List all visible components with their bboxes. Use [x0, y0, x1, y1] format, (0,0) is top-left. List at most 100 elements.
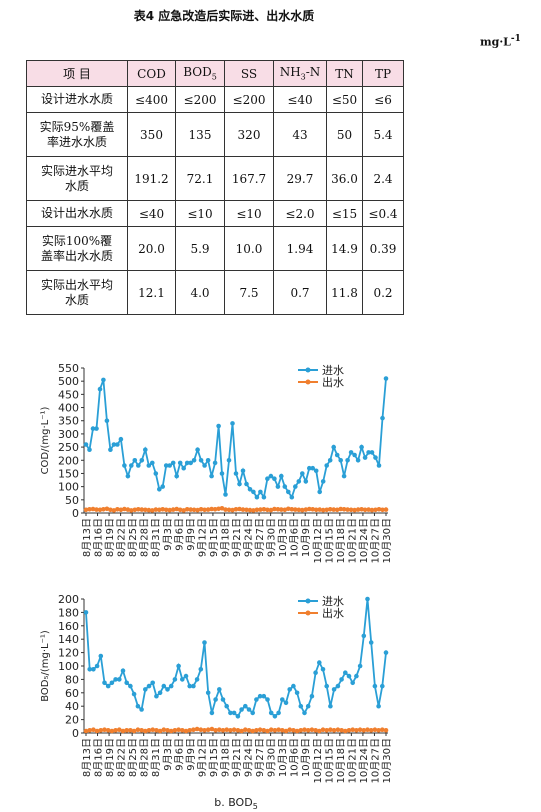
data-point: [183, 728, 189, 734]
data-point: [354, 728, 359, 733]
data-point: [265, 476, 270, 481]
data-point: [223, 492, 228, 497]
data-point: [118, 507, 124, 513]
x-tick-label: 10月3日: [277, 518, 289, 557]
data-point: [324, 463, 330, 468]
data-point: [324, 728, 330, 733]
y-tick-label: 400: [58, 402, 79, 415]
data-point: [257, 693, 263, 699]
unit-exponent: -1: [510, 34, 521, 44]
data-point: [293, 507, 298, 512]
data-point: [157, 690, 163, 696]
data-point: [129, 508, 134, 513]
data-point: [237, 481, 242, 487]
data-point: [317, 660, 322, 665]
x-tick-label: 10月3日: [277, 738, 289, 777]
data-point: [176, 663, 181, 669]
data-point: [177, 507, 183, 513]
cell-ss: ≤10: [224, 200, 274, 227]
data-point: [362, 507, 368, 513]
data-point: [251, 489, 256, 495]
data-point: [161, 727, 167, 732]
data-point: [355, 507, 361, 512]
data-point: [373, 455, 378, 460]
data-point: [261, 494, 267, 500]
data-point: [170, 507, 176, 512]
x-tick-label: 9月12日: [196, 518, 208, 557]
data-point: [94, 663, 100, 669]
data-point: [98, 653, 104, 659]
y-tick-label: 200: [58, 454, 79, 467]
x-tick-label: 9月30日: [266, 518, 278, 557]
data-point: [146, 728, 152, 733]
data-point: [261, 507, 267, 512]
data-point: [303, 507, 309, 512]
data-point: [132, 507, 138, 513]
data-point: [213, 697, 218, 702]
x-tick-label: 9月9日: [185, 518, 197, 551]
col-cod: COD: [127, 60, 176, 87]
data-point: [102, 727, 107, 732]
data-point: [213, 728, 218, 733]
table-row: 设计进水水质 ≤400 ≤200 ≤200 ≤40 ≤50 ≤6: [26, 86, 404, 113]
data-point: [111, 508, 117, 513]
data-point: [235, 728, 241, 733]
data-point: [317, 728, 322, 734]
data-point: [247, 507, 253, 513]
data-point: [153, 471, 159, 476]
data-point: [320, 727, 326, 732]
x-tick-label: 10月30日: [381, 518, 393, 563]
y-tick-label: 100: [58, 481, 79, 494]
data-point: [383, 376, 389, 381]
row-label: 实际95%覆盖率进水水质: [26, 112, 128, 157]
data-point: [331, 444, 337, 450]
data-point: [348, 450, 354, 455]
y-tick-label: 350: [58, 415, 79, 428]
data-point: [331, 728, 337, 733]
data-point: [376, 728, 381, 733]
data-point: [339, 677, 344, 682]
data-point: [380, 683, 385, 689]
x-tick-label: 10月15日: [323, 738, 335, 783]
data-point: [338, 458, 344, 463]
cell-tn: 36.0: [326, 156, 363, 201]
data-point: [120, 728, 126, 734]
data-point: [217, 687, 222, 692]
data-point: [265, 507, 270, 513]
data-point: [105, 683, 111, 689]
data-point: [212, 460, 218, 466]
data-point: [282, 484, 288, 489]
cell-tp: 2.4: [362, 156, 404, 201]
data-point: [216, 506, 221, 512]
table-caption: 表4 应急改造后实际进、出水水质: [133, 9, 315, 23]
x-tick-label: 8月28日: [139, 738, 151, 777]
row-label: 设计出水水质: [26, 200, 128, 227]
x-tick-label: 10月24日: [358, 518, 370, 563]
x-tick-label: 9月6日: [173, 518, 185, 551]
data-point: [139, 458, 145, 463]
x-tick-label: 10月18日: [335, 738, 347, 783]
data-point: [294, 690, 300, 696]
cell-cod: 20.0: [127, 226, 176, 271]
y-tick-label: 0: [72, 507, 79, 520]
data-point: [275, 507, 281, 512]
cell-nh: 1.94: [273, 226, 327, 271]
x-tick-label: 9月21日: [231, 518, 243, 557]
data-point: [254, 728, 259, 733]
data-point: [373, 507, 378, 513]
data-point: [335, 727, 341, 732]
col-item: 项 目: [26, 60, 128, 87]
x-tick-label: 10月6日: [289, 738, 301, 777]
table-row: 实际出水平均水质 12.1 4.0 7.5 0.7 11.8 0.2: [26, 270, 404, 315]
data-point: [309, 727, 315, 732]
x-tick-label: 10月12日: [312, 518, 324, 563]
data-point: [191, 507, 197, 513]
data-point: [163, 463, 169, 468]
x-tick-label: 10月24日: [358, 738, 370, 783]
row-label: 设计进水水质: [26, 86, 128, 113]
data-point: [327, 507, 333, 512]
series-line-influent: [85, 598, 387, 718]
data-point: [272, 506, 277, 512]
data-point: [341, 507, 347, 512]
cell-bod: ≤200: [175, 86, 225, 113]
